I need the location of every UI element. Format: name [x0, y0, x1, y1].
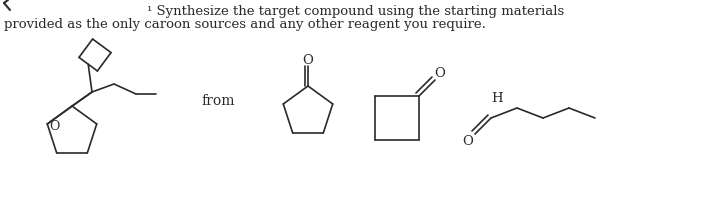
Text: ¹ Synthesize the target compound using the starting materials: ¹ Synthesize the target compound using t… — [147, 5, 565, 18]
Text: H: H — [491, 92, 503, 105]
Text: O: O — [303, 53, 313, 66]
Text: O: O — [49, 120, 60, 133]
Text: O: O — [434, 67, 446, 80]
Text: O: O — [463, 135, 473, 148]
Text: provided as the only caroon sources and any other reagent you require.: provided as the only caroon sources and … — [4, 18, 486, 31]
Text: from: from — [201, 94, 235, 107]
